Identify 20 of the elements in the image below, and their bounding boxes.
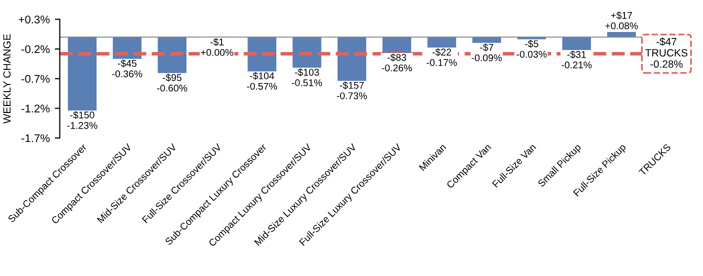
- y-tick-label: -0.2%: [22, 45, 50, 54]
- data-label: -$103 -0.51%: [292, 68, 322, 86]
- data-label: -$7 -0.09%: [472, 43, 502, 62]
- data-label: -$31 -0.21%: [562, 50, 592, 68]
- data-label: -$83 -0.26%: [382, 54, 412, 72]
- y-axis-title: WEEKLY CHANGE: [3, 34, 11, 124]
- y-tick-label: -0.7%: [22, 74, 50, 83]
- data-label: -$95 -0.60%: [157, 74, 188, 92]
- y-tick-label: -1.7%: [22, 134, 50, 142]
- data-label: +$17 +0.08%: [605, 12, 638, 30]
- data-label: -$1 +0.00%: [200, 38, 234, 56]
- data-label: -$157 -0.73%: [336, 81, 367, 100]
- data-label: -$45 -0.36%: [112, 60, 142, 78]
- y-tick-label: -1.2%: [22, 104, 50, 112]
- data-label: -$5 -0.03%: [516, 40, 547, 58]
- y-tick-label: +0.3%: [18, 16, 50, 24]
- data-label: -$22 -0.17%: [426, 48, 457, 66]
- ref-line-label: -$47 TRUCKS -0.28%: [645, 38, 688, 68]
- data-label: -$104 -0.57%: [247, 72, 278, 90]
- data-label: -$150 -1.23%: [67, 111, 98, 129]
